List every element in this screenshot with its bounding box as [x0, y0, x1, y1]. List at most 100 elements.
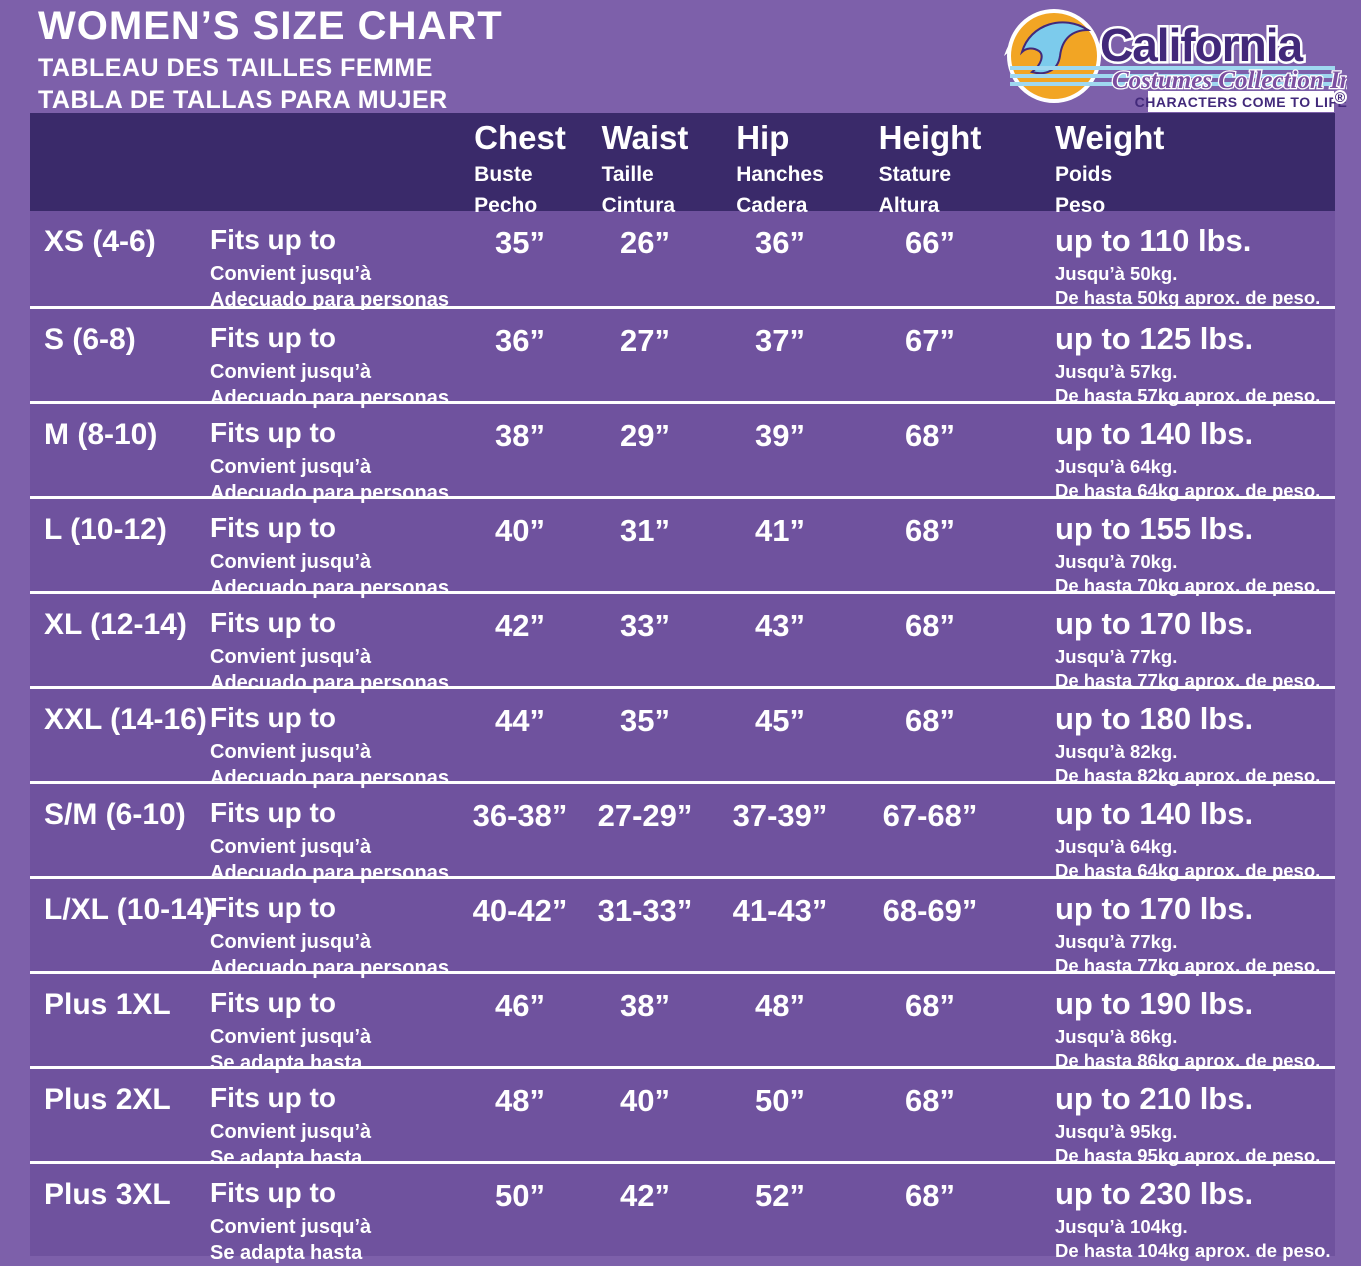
- weight-text: up to 170 lbs. Jusqu’à 77kg. De hasta 77…: [1010, 594, 1335, 696]
- waist-value: 26”: [620, 225, 670, 260]
- weight-lbs: up to 230 lbs.: [1055, 1176, 1254, 1211]
- header-weight: Weight Poids Peso: [1010, 119, 1335, 219]
- size-table: Chest Buste Pecho Waist Taille Cintura H…: [30, 113, 1335, 1264]
- hip-value: 48”: [755, 988, 805, 1023]
- height-value: 68”: [905, 988, 955, 1023]
- title-block: WOMEN’S SIZE CHART TABLEAU DES TAILLES F…: [38, 6, 503, 120]
- weight-kg-fr: Jusqu’à 77kg.: [1055, 931, 1178, 952]
- size-label: Plus 2XL: [44, 1083, 171, 1116]
- fit-text-fr: Convient jusqu’à: [210, 263, 372, 285]
- waist-value: 27-29”: [597, 798, 693, 833]
- hip-value: 37”: [755, 323, 805, 358]
- fit-text-fr: Convient jusqu’à: [210, 931, 372, 953]
- fit-text-en: Fits up to: [210, 987, 336, 1018]
- fit-text-en: Fits up to: [210, 1082, 336, 1113]
- fit-text: Fits up to Convient jusqu’à Adecuado par…: [210, 499, 460, 601]
- weight-kg-fr: Jusqu’à 104kg.: [1055, 1216, 1188, 1237]
- hip-value: 50”: [755, 1083, 805, 1118]
- chest-value: 50”: [495, 1178, 545, 1213]
- fit-text-en: Fits up to: [210, 892, 336, 923]
- fit-text-es: Adecuado para personas: [210, 289, 449, 311]
- logo-brand-text: California: [1100, 19, 1304, 71]
- height-value: 68”: [905, 1083, 955, 1118]
- fit-text-en: Fits up to: [210, 1177, 336, 1208]
- height-value: 67-68”: [882, 798, 978, 833]
- fit-text: Fits up to Convient jusqu’à Adecuado par…: [210, 309, 460, 411]
- size-label: L/XL (10-14): [44, 893, 214, 926]
- weight-kg-es: De hasta 82kg aprox. de peso.: [1055, 765, 1321, 786]
- table-header: Chest Buste Pecho Waist Taille Cintura H…: [30, 113, 1335, 217]
- weight-kg-es: De hasta 77kg aprox. de peso.: [1055, 670, 1321, 691]
- weight-lbs: up to 180 lbs.: [1055, 701, 1254, 736]
- stripes-decor: [1010, 66, 1335, 86]
- fit-text-es: Adecuado para personas: [210, 862, 449, 884]
- size-label: XS (4-6): [44, 225, 156, 258]
- weight-lbs: up to 210 lbs.: [1055, 1081, 1254, 1116]
- height-value: 68”: [905, 608, 955, 643]
- brand-logo: California Costumes Collection Inc CHARA…: [1000, 4, 1361, 114]
- height-value: 67”: [905, 323, 955, 358]
- fit-text-es: Se adapta hasta: [210, 1242, 363, 1264]
- fit-text-fr: Convient jusqu’à: [210, 361, 372, 383]
- weight-text: up to 140 lbs. Jusqu’à 64kg. De hasta 64…: [1010, 404, 1335, 506]
- weight-kg-es: De hasta 50kg aprox. de peso.: [1055, 287, 1321, 308]
- weight-kg-es: De hasta 57kg aprox. de peso.: [1055, 385, 1321, 406]
- weight-kg-es: De hasta 70kg aprox. de peso.: [1055, 575, 1321, 596]
- weight-lbs: up to 125 lbs.: [1055, 321, 1254, 356]
- hip-value: 52”: [755, 1178, 805, 1213]
- hip-value: 41”: [755, 513, 805, 548]
- size-label: S/M (6-10): [44, 798, 186, 831]
- registered-mark-bg: [1333, 90, 1347, 104]
- weight-kg-fr: Jusqu’à 77kg.: [1055, 646, 1178, 667]
- fit-text-es: Adecuado para personas: [210, 957, 449, 979]
- page-title: WOMEN’S SIZE CHART: [38, 4, 503, 48]
- hip-value: 41-43”: [732, 893, 828, 928]
- weight-text: up to 230 lbs. Jusqu’à 104kg. De hasta 1…: [1010, 1164, 1335, 1266]
- header-spacer-fits: [210, 119, 460, 219]
- waist-value: 31”: [620, 513, 670, 548]
- size-label: Plus 3XL: [44, 1178, 171, 1211]
- fit-text: Fits up to Convient jusqu’à Adecuado par…: [210, 784, 460, 886]
- header-height-es: Altura: [878, 194, 940, 217]
- waist-value: 38”: [620, 988, 670, 1023]
- weight-kg-fr: Jusqu’à 57kg.: [1055, 361, 1178, 382]
- chest-value: 46”: [495, 988, 545, 1023]
- table-row: Plus 3XL Fits up to Convient jusqu’à Se …: [30, 1161, 1335, 1264]
- header-weight-fr: Poids: [1055, 163, 1113, 186]
- weight-text: up to 170 lbs. Jusqu’à 77kg. De hasta 77…: [1010, 879, 1335, 981]
- header-waist-en: Waist: [601, 119, 689, 156]
- fit-text-en: Fits up to: [210, 224, 336, 255]
- size-label: XXL (14-16): [44, 703, 207, 736]
- fit-text-es: Adecuado para personas: [210, 482, 449, 504]
- fit-text-fr: Convient jusqu’à: [210, 1121, 372, 1143]
- tagline-bar: [1148, 91, 1334, 112]
- fit-text-es: Se adapta hasta: [210, 1052, 363, 1074]
- fit-text: Fits up to Convient jusqu’à Se adapta ha…: [210, 974, 460, 1076]
- table-row: Plus 2XL Fits up to Convient jusqu’à Se …: [30, 1066, 1335, 1169]
- fit-text-es: Adecuado para personas: [210, 767, 449, 789]
- height-value: 68”: [905, 1178, 955, 1213]
- size-label: L (10-12): [44, 513, 167, 546]
- weight-lbs: up to 110 lbs.: [1055, 223, 1252, 258]
- header-waist: Waist Taille Cintura: [580, 119, 710, 219]
- fit-text: Fits up to Convient jusqu’à Adecuado par…: [210, 211, 460, 313]
- hip-value: 37-39”: [732, 798, 828, 833]
- fit-text-fr: Convient jusqu’à: [210, 456, 372, 478]
- header-waist-fr: Taille: [601, 163, 654, 186]
- chest-value: 38”: [495, 418, 545, 453]
- chest-value: 44”: [495, 703, 545, 738]
- header-spacer-size: [30, 119, 210, 219]
- fit-text-en: Fits up to: [210, 607, 336, 638]
- weight-text: up to 125 lbs. Jusqu’à 57kg. De hasta 57…: [1010, 309, 1335, 411]
- header-chest-en: Chest: [474, 119, 566, 156]
- table-row: L (10-12) Fits up to Convient jusqu’à Ad…: [30, 496, 1335, 599]
- table-row: Plus 1XL Fits up to Convient jusqu’à Se …: [30, 971, 1335, 1074]
- weight-text: up to 180 lbs. Jusqu’à 82kg. De hasta 82…: [1010, 689, 1335, 791]
- header-chest-es: Pecho: [474, 194, 538, 217]
- logo-tagline: CHARACTERS COME TO LIFE: [1135, 94, 1347, 110]
- weight-lbs: up to 140 lbs.: [1055, 416, 1254, 451]
- weight-kg-fr: Jusqu’à 86kg.: [1055, 1026, 1178, 1047]
- header-hip: Hip Hanches Cadera: [710, 119, 850, 219]
- weight-kg-es: De hasta 64kg aprox. de peso.: [1055, 480, 1321, 501]
- weight-kg-fr: Jusqu’à 50kg.: [1055, 263, 1178, 284]
